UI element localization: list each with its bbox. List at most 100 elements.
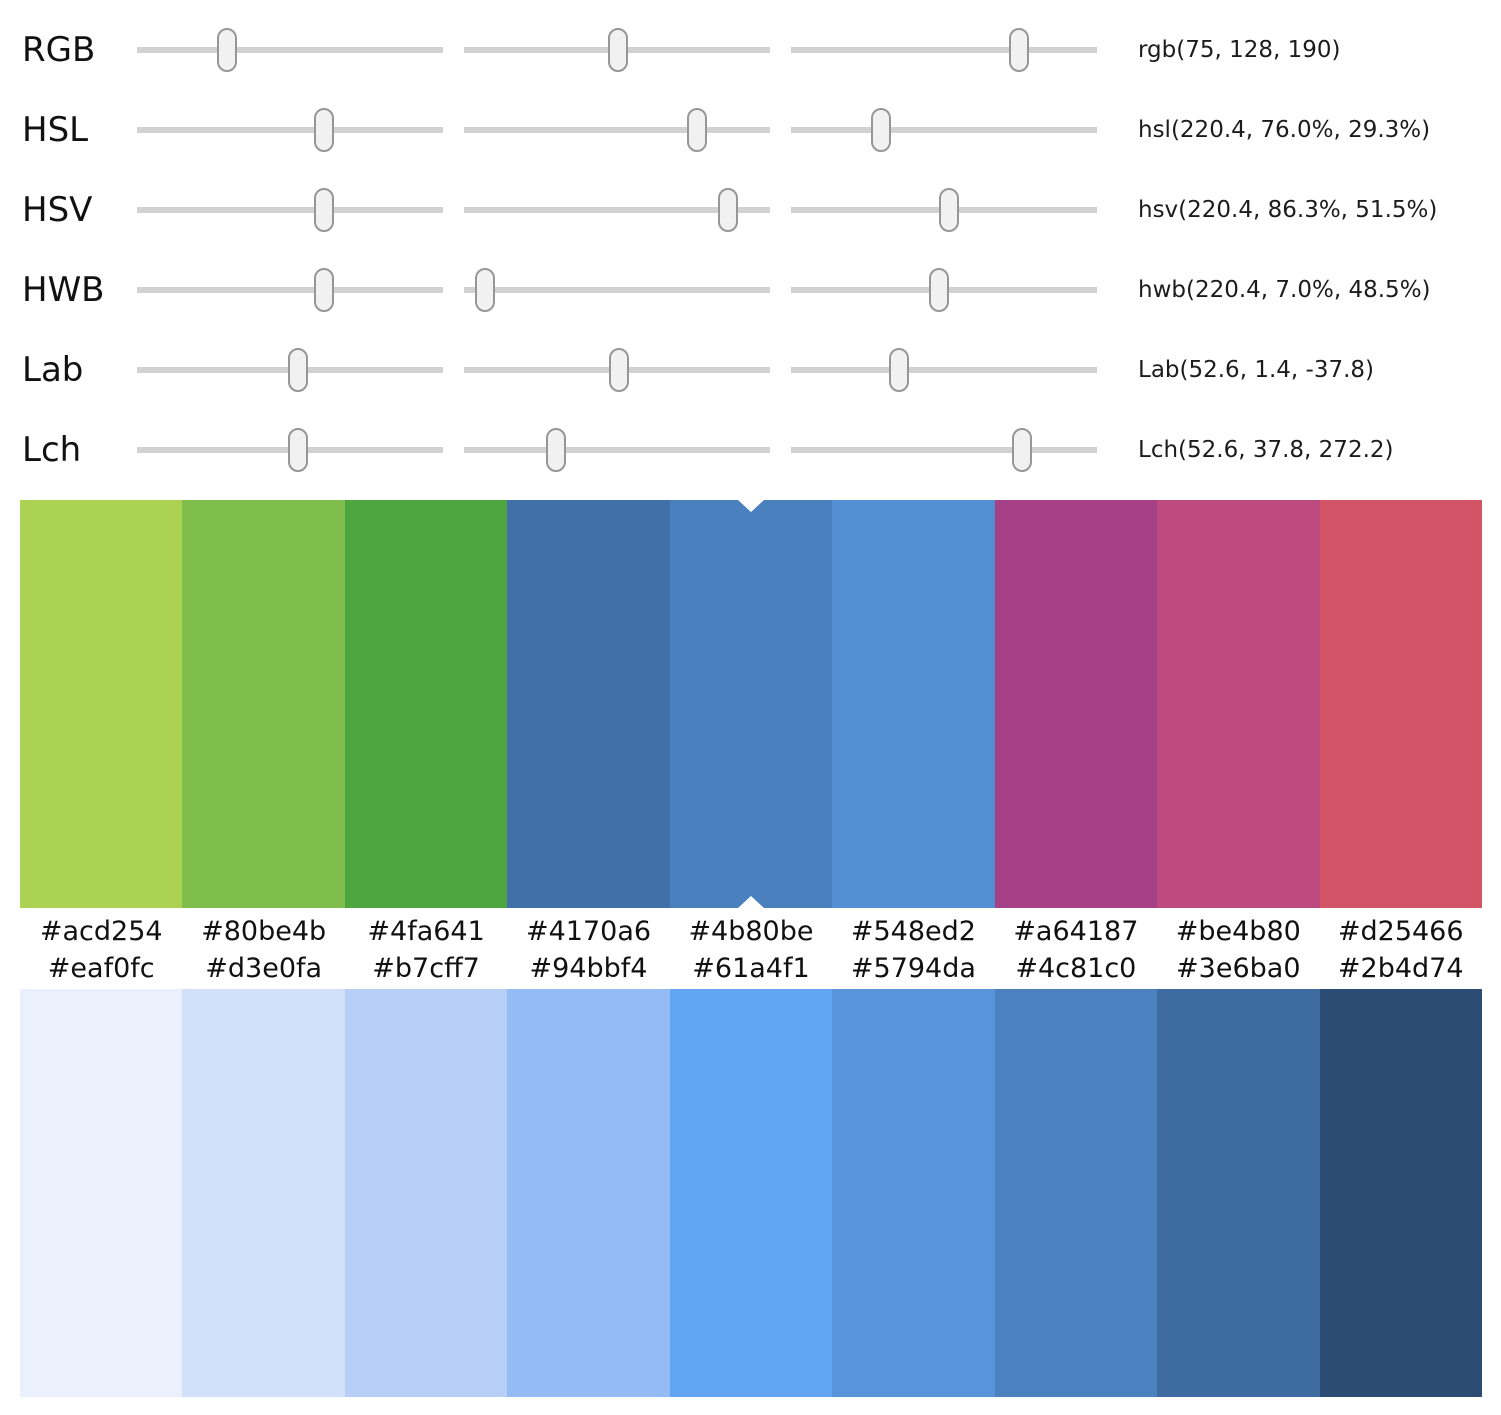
slider-row-lab: Lab Lab(52.6, 1.4, -37.8): [0, 330, 1501, 410]
slider-track[interactable]: [464, 428, 770, 472]
slider-track[interactable]: [464, 348, 770, 392]
hue-palette: [20, 500, 1482, 908]
slider-track-line: [464, 207, 770, 213]
slider-thumb[interactable]: [889, 348, 910, 392]
palette-swatch[interactable]: [20, 500, 183, 908]
color-slider-panel: RGB rgb(75, 128, 190) HSL hsl(220.4, 76.…: [0, 0, 1501, 490]
tint-palette: [20, 989, 1482, 1397]
slider-track[interactable]: [464, 28, 770, 72]
slider-track-line: [791, 447, 1097, 453]
slider-thumb[interactable]: [1012, 428, 1033, 472]
swatch-hex-label: #4c81c0: [1015, 953, 1137, 984]
palette-swatch[interactable]: [507, 989, 670, 1397]
palette-swatch[interactable]: [994, 500, 1158, 908]
slider-track[interactable]: [791, 188, 1097, 232]
slider-thumb[interactable]: [216, 28, 237, 72]
slider-track[interactable]: [791, 108, 1097, 152]
swatch-hex-label: #2b4d74: [1337, 953, 1464, 984]
slider-track-line: [464, 447, 770, 453]
slider-track[interactable]: [464, 188, 770, 232]
slider-thumb[interactable]: [314, 188, 335, 232]
color-value-text: rgb(75, 128, 190): [1138, 37, 1341, 63]
slider-track[interactable]: [464, 108, 770, 152]
palette-swatch[interactable]: [1157, 500, 1320, 908]
slider-track[interactable]: [464, 268, 770, 312]
slider-track-line: [137, 47, 443, 53]
slider-thumb[interactable]: [938, 188, 959, 232]
slider-track[interactable]: [137, 188, 443, 232]
slider-track[interactable]: [137, 428, 443, 472]
slider-track-line: [137, 127, 443, 133]
palette-swatch[interactable]: [182, 500, 345, 908]
palette-swatch[interactable]: [20, 989, 183, 1397]
slider-thumb[interactable]: [1008, 28, 1029, 72]
slider-track-line: [464, 287, 770, 293]
palette-swatch[interactable]: [182, 989, 345, 1397]
slider-row-label: RGB: [22, 30, 96, 70]
swatch-hex-label: #b7cff7: [372, 953, 480, 984]
slider-track-line: [791, 47, 1097, 53]
slider-track-line: [464, 127, 770, 133]
palette-swatch[interactable]: [994, 989, 1158, 1397]
slider-row-hsv: HSV hsv(220.4, 86.3%, 51.5%): [0, 170, 1501, 250]
slider-row-label: HSV: [22, 190, 93, 230]
color-value-text: Lab(52.6, 1.4, -37.8): [1138, 357, 1374, 383]
swatch-hex-label: #acd254: [39, 916, 163, 947]
slider-row-lch: Lch Lch(52.6, 37.8, 272.2): [0, 410, 1501, 490]
slider-thumb[interactable]: [609, 348, 630, 392]
slider-track[interactable]: [137, 348, 443, 392]
swatch-hex-label: #d3e0fa: [205, 953, 323, 984]
slider-row-label: HSL: [22, 110, 89, 150]
palette-swatch[interactable]: [1319, 500, 1482, 908]
palette-swatch[interactable]: [669, 989, 833, 1397]
tint-hex-label-row: #eaf0fc #d3e0fa #b7cff7 #94bbf4 #61a4f1 …: [20, 952, 1482, 989]
slider-row-hwb: HWB hwb(220.4, 7.0%, 48.5%): [0, 250, 1501, 330]
slider-track-line: [137, 207, 443, 213]
slider-row-label: Lab: [22, 350, 84, 390]
slider-track[interactable]: [791, 28, 1097, 72]
color-value-text: hwb(220.4, 7.0%, 48.5%): [1138, 277, 1431, 303]
slider-track[interactable]: [137, 108, 443, 152]
hue-hex-label-row: #acd254 #80be4b #4fa641 #4170a6 #4b80be …: [20, 908, 1482, 952]
swatch-hex-label: #94bbf4: [529, 953, 648, 984]
swatch-hex-label: #548ed2: [850, 916, 976, 947]
slider-thumb[interactable]: [870, 108, 891, 152]
slider-track[interactable]: [137, 268, 443, 312]
slider-track[interactable]: [137, 28, 443, 72]
palette-swatch-selected[interactable]: [669, 500, 833, 908]
swatch-hex-label: #a64187: [1013, 916, 1139, 947]
swatch-hex-label: #4b80be: [688, 916, 814, 947]
palette-swatch[interactable]: [832, 500, 995, 908]
slider-thumb[interactable]: [686, 108, 707, 152]
swatch-hex-label: #61a4f1: [692, 953, 810, 984]
palette-swatch[interactable]: [1157, 989, 1320, 1397]
color-value-text: hsl(220.4, 76.0%, 29.3%): [1138, 117, 1431, 143]
slider-track-line: [791, 127, 1097, 133]
slider-row-label: Lch: [22, 430, 82, 470]
slider-track[interactable]: [791, 268, 1097, 312]
palette-swatch[interactable]: [344, 989, 508, 1397]
slider-row-rgb: RGB rgb(75, 128, 190): [0, 10, 1501, 90]
slider-track[interactable]: [791, 348, 1097, 392]
palette-swatch[interactable]: [507, 500, 670, 908]
slider-thumb[interactable]: [546, 428, 567, 472]
palette-swatch[interactable]: [1319, 989, 1482, 1397]
slider-thumb[interactable]: [314, 268, 335, 312]
slider-thumb[interactable]: [287, 348, 308, 392]
slider-thumb[interactable]: [475, 268, 496, 312]
swatch-hex-label: #3e6ba0: [1176, 953, 1301, 984]
color-value-text: hsv(220.4, 86.3%, 51.5%): [1138, 197, 1438, 223]
slider-row-hsl: HSL hsl(220.4, 76.0%, 29.3%): [0, 90, 1501, 170]
swatch-hex-label: #d25466: [1337, 916, 1464, 947]
slider-thumb[interactable]: [929, 268, 950, 312]
slider-thumb[interactable]: [607, 28, 628, 72]
palette-swatch[interactable]: [832, 989, 995, 1397]
slider-thumb[interactable]: [314, 108, 335, 152]
slider-track[interactable]: [791, 428, 1097, 472]
palette-swatch[interactable]: [344, 500, 508, 908]
swatch-hex-label: #4170a6: [526, 916, 652, 947]
slider-row-label: HWB: [22, 270, 105, 310]
swatch-hex-label: #4fa641: [367, 916, 485, 947]
slider-thumb[interactable]: [287, 428, 308, 472]
slider-thumb[interactable]: [718, 188, 739, 232]
